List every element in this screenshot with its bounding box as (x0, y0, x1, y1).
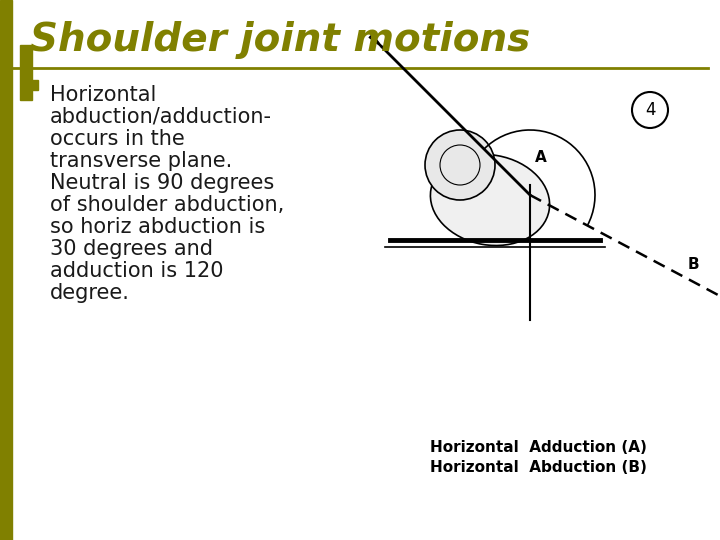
Text: Shoulder joint motions: Shoulder joint motions (30, 21, 530, 59)
Text: adduction is 120: adduction is 120 (50, 261, 223, 281)
Bar (28, 80, 38, 90)
Text: Horizontal: Horizontal (50, 85, 156, 105)
Text: occurs in the: occurs in the (50, 129, 185, 149)
Circle shape (425, 130, 495, 200)
Text: Horizontal  Adduction (A): Horizontal Adduction (A) (430, 440, 647, 455)
Text: degree.: degree. (50, 283, 130, 303)
Text: Horizontal  Abduction (B): Horizontal Abduction (B) (430, 460, 647, 475)
Text: so horiz abduction is: so horiz abduction is (50, 217, 265, 237)
Ellipse shape (431, 154, 549, 246)
Text: of shoulder abduction,: of shoulder abduction, (50, 195, 284, 215)
Text: A: A (535, 150, 546, 165)
Bar (20, 45, 32, 100)
Text: B: B (688, 258, 700, 272)
Text: abduction/adduction-: abduction/adduction- (50, 107, 272, 127)
Text: Neutral is 90 degrees: Neutral is 90 degrees (50, 173, 274, 193)
Text: transverse plane.: transverse plane. (50, 151, 233, 171)
Text: 30 degrees and: 30 degrees and (50, 239, 213, 259)
Text: 4: 4 (644, 101, 655, 119)
Bar (0, 0, 12, 540)
